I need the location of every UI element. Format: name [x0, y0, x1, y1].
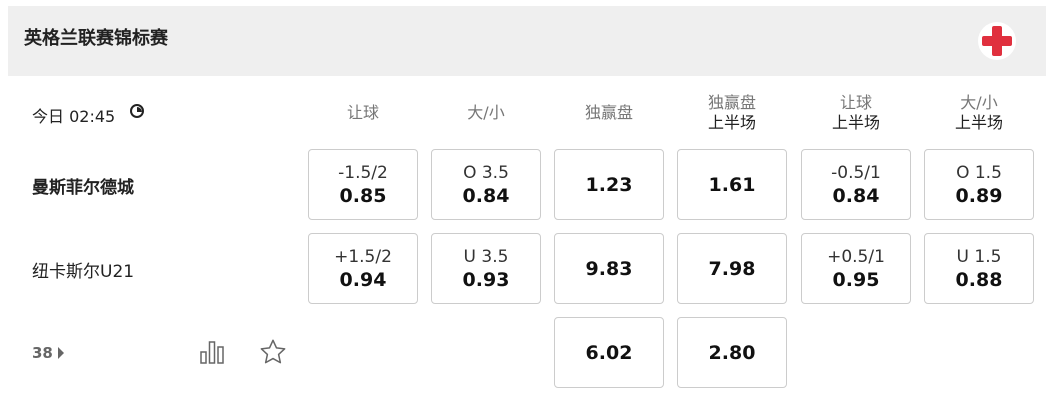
odds-value: 0.94 [339, 268, 387, 291]
away-team: 纽卡斯尔U21 [32, 262, 135, 282]
odds-value: 0.95 [832, 268, 880, 291]
column-label: 让球 [839, 93, 872, 112]
stats-icon[interactable] [200, 340, 224, 364]
odds-value: 0.84 [462, 184, 510, 207]
odds-line: O 3.5 [463, 162, 509, 183]
odds-value: 1.61 [708, 173, 756, 196]
odds-button[interactable]: 2.80 [677, 317, 787, 388]
column-label: 独赢盘 [707, 93, 756, 112]
odds-button[interactable]: 1.23 [554, 149, 664, 220]
column-label: 大/小 [467, 103, 505, 122]
odds-button[interactable]: +0.5/1 0.95 [801, 233, 911, 304]
match-time: 今日 02:45 [32, 107, 116, 126]
odds-button[interactable]: U 3.5 0.93 [431, 233, 541, 304]
odds-button[interactable]: 7.98 [677, 233, 787, 304]
column-header: 大/小 上半场 [924, 92, 1034, 134]
odds-value: 7.98 [708, 257, 756, 280]
odds-button[interactable]: U 1.5 0.88 [924, 233, 1034, 304]
odds-button[interactable]: O 3.5 0.84 [431, 149, 541, 220]
odds-line: -1.5/2 [338, 162, 388, 183]
league-header [8, 6, 1046, 76]
odds-value: 2.80 [708, 341, 756, 364]
column-sublabel: 上半场 [954, 113, 1003, 132]
odds-value: 6.02 [585, 341, 633, 364]
odds-value: 0.84 [832, 184, 880, 207]
odds-button[interactable]: 1.61 [677, 149, 787, 220]
odds-value: 0.85 [339, 184, 387, 207]
odds-button[interactable]: 9.83 [554, 233, 664, 304]
odds-value: 9.83 [585, 257, 633, 280]
odds-line: -0.5/1 [831, 162, 881, 183]
column-label: 让球 [346, 103, 379, 122]
odds-line: U 3.5 [463, 246, 509, 267]
odds-button[interactable]: +1.5/2 0.94 [308, 233, 418, 304]
column-sublabel: 上半场 [707, 113, 756, 132]
more-markets-count[interactable]: 38 [32, 344, 53, 362]
odds-line: +0.5/1 [827, 246, 885, 267]
home-team: 曼斯菲尔德城 [32, 178, 134, 198]
column-header: 独赢盘 上半场 [677, 92, 787, 134]
column-label: 大/小 [960, 93, 998, 112]
column-label: 独赢盘 [584, 103, 633, 122]
england-flag-icon [978, 22, 1016, 60]
column-header: 让球 [308, 92, 418, 134]
league-title: 英格兰联赛锦标赛 [24, 28, 168, 49]
odds-button[interactable]: -0.5/1 0.84 [801, 149, 911, 220]
favorite-star-icon[interactable] [259, 338, 287, 366]
column-sublabel: 上半场 [831, 113, 880, 132]
clock-icon [130, 104, 144, 118]
odds-value: 0.88 [955, 268, 1003, 291]
column-header: 独赢盘 [554, 92, 664, 134]
column-header: 让球 上半场 [801, 92, 911, 134]
caret-right-icon[interactable] [58, 347, 64, 359]
odds-button[interactable]: 6.02 [554, 317, 664, 388]
odds-value: 1.23 [585, 173, 633, 196]
odds-line: +1.5/2 [334, 246, 392, 267]
odds-button[interactable]: -1.5/2 0.85 [308, 149, 418, 220]
odds-line: O 1.5 [956, 162, 1002, 183]
odds-value: 0.93 [462, 268, 510, 291]
column-header: 大/小 [431, 92, 541, 134]
odds-value: 0.89 [955, 184, 1003, 207]
odds-line: U 1.5 [956, 246, 1002, 267]
odds-button[interactable]: O 1.5 0.89 [924, 149, 1034, 220]
